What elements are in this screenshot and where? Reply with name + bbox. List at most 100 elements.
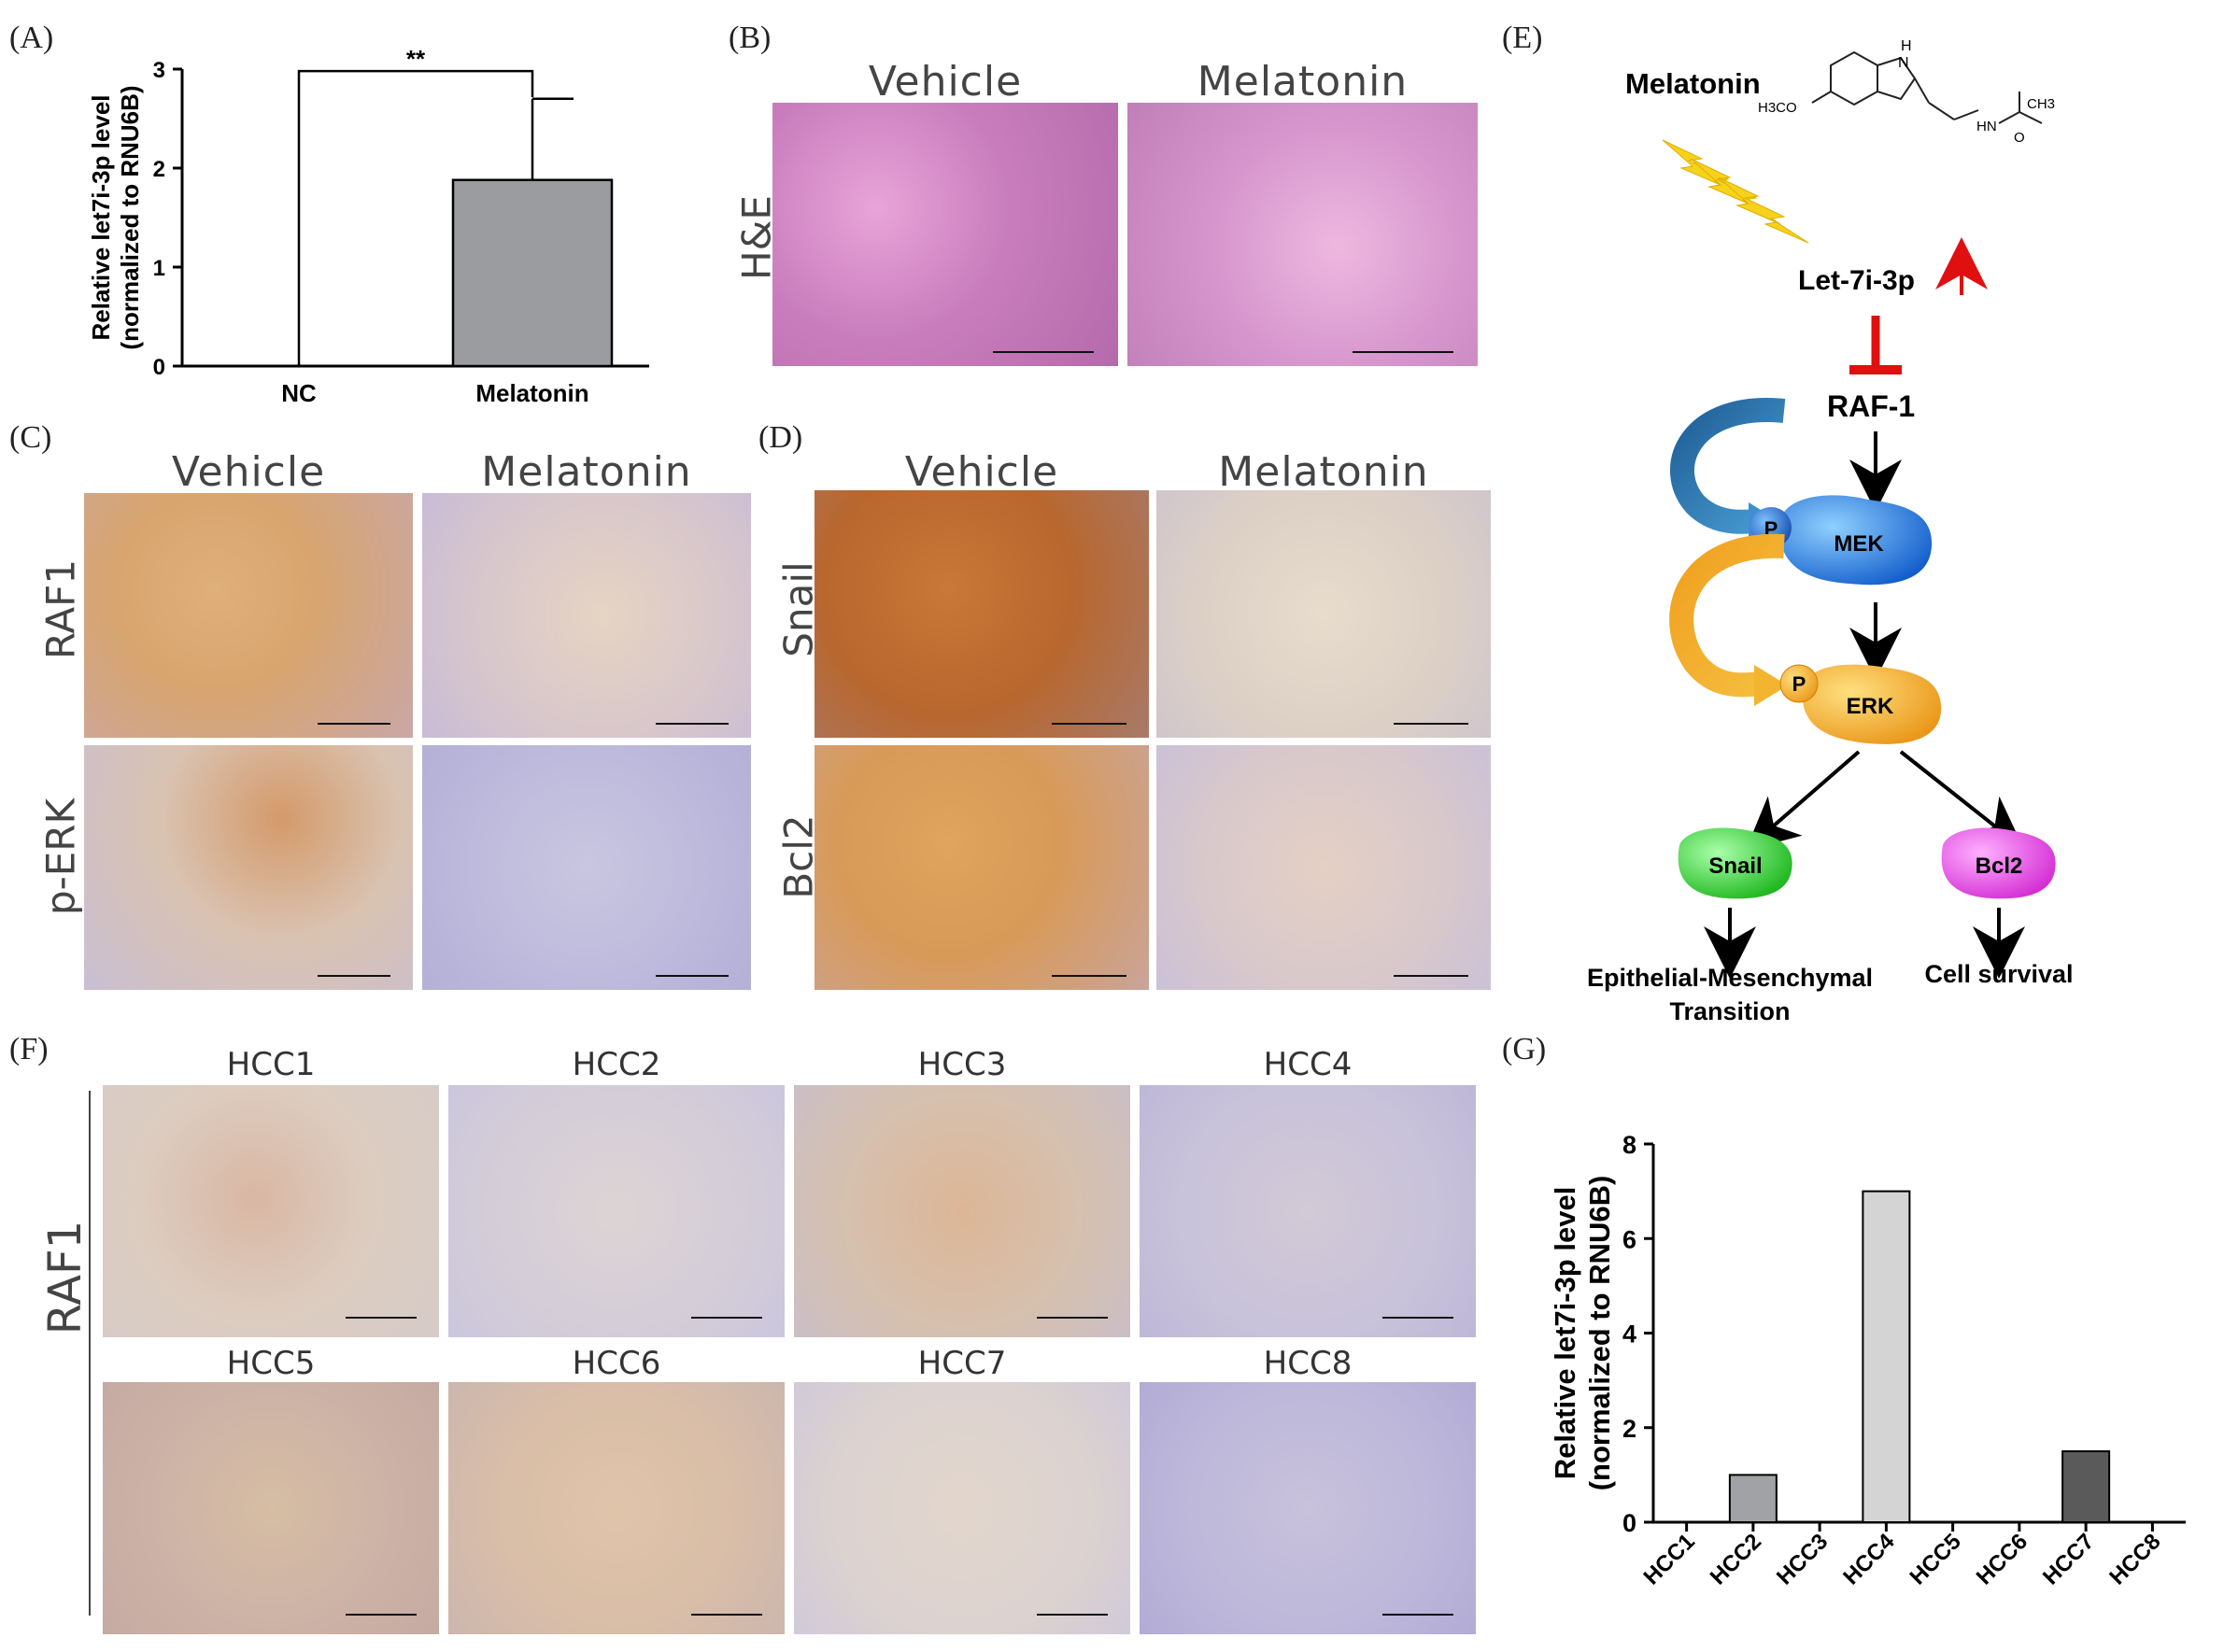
bcl2-node-label: Bcl2: [1976, 854, 2023, 879]
hcc5-label: HCC5: [226, 1345, 316, 1382]
c-perk-melatonin-image: [422, 745, 751, 990]
erk-to-snail-arrow: [1745, 750, 1861, 851]
c-perk-vehicle-image: [84, 745, 413, 990]
g-ylabel-line: (normalized to RNU6B): [1583, 1176, 1616, 1491]
hcc5-image: [103, 1382, 439, 1634]
hcc1-image: [103, 1085, 439, 1337]
g-xtick-label: HCC2: [1706, 1529, 1766, 1589]
a-ytick-label: 0: [153, 355, 165, 380]
g-ytick-label: 4: [1622, 1320, 1636, 1348]
g-ylabel-line: Relative let7i-3p level: [1549, 1187, 1581, 1480]
g-xtick-label: HCC8: [2104, 1529, 2165, 1589]
c-col-melatonin: Melatonin: [481, 448, 692, 496]
c-raf1-vehicle-image: [84, 493, 413, 738]
mol-hn: HN: [1976, 119, 1997, 134]
mek-label: MEK: [1834, 531, 1884, 557]
a-significance-label: **: [406, 45, 426, 73]
hcc2-image: [448, 1085, 785, 1337]
g-xtick-label: HCC3: [1772, 1529, 1833, 1589]
g-xtick-label: HCC1: [1639, 1529, 1700, 1589]
c-col-vehicle: Vehicle: [171, 448, 326, 496]
erk-p-label: P: [1792, 672, 1806, 696]
a-ytick-label: 1: [153, 256, 165, 281]
snail-node-label: Snail: [1708, 854, 1762, 879]
hcc2-label: HCC2: [572, 1046, 661, 1083]
g-bar: [1728, 1474, 1778, 1523]
hcc3-label: HCC3: [917, 1046, 1007, 1083]
mol-o: O: [2014, 130, 2025, 146]
a-ytick-label: 3: [153, 58, 165, 83]
panel-label-g: (G): [1502, 1032, 1547, 1066]
panel-label-c: (C): [9, 420, 52, 455]
emt-label-1: Epithelial-Mesenchymal: [1587, 964, 1873, 992]
panel-label-e: (E): [1502, 21, 1543, 55]
hcc4-image: [1140, 1085, 1476, 1337]
g-ytick-label: 2: [1622, 1415, 1636, 1443]
mol-n: N: [1898, 55, 1909, 71]
hcc3-image: [794, 1085, 1130, 1337]
hcc6-label: HCC6: [572, 1345, 661, 1382]
erk-p-node: [1779, 664, 1819, 703]
hcc4-label: HCC4: [1263, 1046, 1353, 1083]
g-ytick-label: 8: [1622, 1131, 1636, 1159]
panel-label-a: (A): [9, 21, 54, 55]
a-significance-bracket: [297, 69, 534, 366]
d-snail-melatonin-image: [1156, 490, 1491, 738]
a-xtick-label: Melatonin: [475, 379, 588, 407]
g-xtick-label: HCC4: [1838, 1529, 1900, 1590]
lightning-icon: [1662, 139, 1809, 244]
snail-node: [1678, 827, 1792, 899]
a-bar: [451, 178, 614, 368]
survival-label: Cell survival: [1924, 960, 2073, 988]
erk-label: ERK: [1847, 694, 1894, 719]
erk-node: [1802, 664, 1942, 744]
b-col-melatonin: Melatonin: [1197, 58, 1409, 106]
c-row-raf1: RAF1: [37, 558, 84, 660]
g-xtick-label: HCC7: [2038, 1529, 2099, 1589]
a-ylabel-line: Relative let7i-3p level: [87, 94, 115, 340]
hcc8-image: [1140, 1382, 1476, 1634]
inhibition-icon: [1849, 316, 1902, 374]
d-snail-vehicle-image: [815, 490, 1149, 738]
a-ylabel-line: (normalized to RNU6B): [116, 85, 144, 349]
g-xtick-label: HCC5: [1905, 1529, 1966, 1589]
let7i-label: Let-7i-3p: [1798, 265, 1915, 296]
g-ytick-label: 6: [1622, 1225, 1636, 1253]
d-bcl2-melatonin-image: [1156, 745, 1491, 990]
hcc7-label: HCC7: [917, 1345, 1007, 1382]
hcc7-image: [794, 1382, 1130, 1634]
mol-h: H: [1901, 38, 1912, 54]
g-ytick-label: 0: [1622, 1509, 1636, 1537]
mol-ch3: CH3: [2027, 96, 2055, 112]
g-bar: [1862, 1190, 1911, 1523]
melatonin-label: Melatonin: [1625, 67, 1761, 100]
g-xtick-label: HCC6: [1972, 1529, 2033, 1589]
he-melatonin-image: [1127, 103, 1478, 366]
f-row-divider: [89, 1091, 91, 1616]
raf1-label: RAF-1: [1827, 389, 1915, 423]
panel-label-f: (F): [9, 1032, 49, 1066]
panel-label-d: (D): [758, 420, 803, 455]
emt-label-2: Transition: [1669, 997, 1790, 1025]
g-bar: [2061, 1450, 2111, 1523]
hcc1-label: HCC1: [226, 1046, 316, 1083]
f-row-raf1: RAF1: [39, 1220, 92, 1335]
orange-arrowhead: [1754, 665, 1788, 706]
chart-a: 0 1 2 3 Relative let7i-3p level(normalized t…: [87, 45, 649, 407]
orange-curved-arrow: [1669, 533, 1785, 698]
erk-to-bcl2-arrow: [1899, 750, 2024, 850]
chart-g: 0 2 4 6 8 Relative let7i-3p level(normalized …: [1549, 1131, 2186, 1590]
a-xtick-label: NC: [281, 379, 317, 407]
d-col-melatonin: Melatonin: [1218, 448, 1429, 496]
he-vehicle-image: [772, 103, 1118, 366]
c-row-perk: p-ERK: [37, 798, 84, 916]
hcc8-label: HCC8: [1263, 1345, 1353, 1382]
melatonin-structure-icon: [1811, 50, 2043, 124]
b-col-vehicle: Vehicle: [868, 58, 1023, 106]
a-ylabel: Relative let7i-3p level(normalized to RN…: [87, 85, 144, 349]
pathway-diagram: Melatonin H N H3CO HN CH3 O Let-7i-3p RA…: [1587, 38, 2074, 1025]
d-col-vehicle: Vehicle: [904, 448, 1059, 496]
bcl2-node: [1941, 827, 2056, 899]
hcc6-image: [448, 1382, 785, 1634]
blue-curved-arrow: [1670, 398, 1786, 534]
